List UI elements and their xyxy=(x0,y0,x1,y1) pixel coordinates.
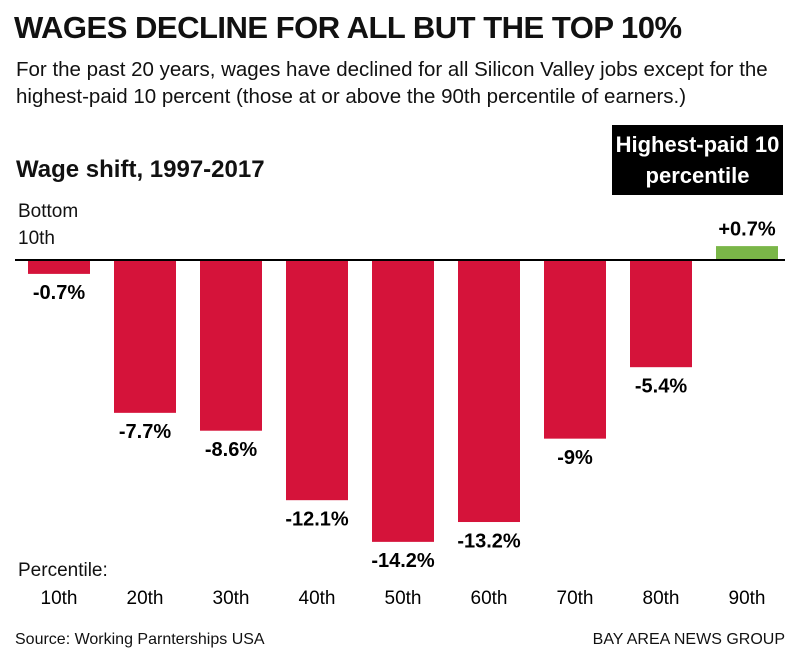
annotation: Bottom 10th xyxy=(18,201,79,249)
bar xyxy=(716,246,778,260)
bar xyxy=(544,260,606,439)
value-label: +0.7% xyxy=(718,218,775,240)
x-tick-label: 70th xyxy=(557,588,594,609)
bar xyxy=(200,260,262,431)
value-label: -9% xyxy=(557,447,593,469)
bar xyxy=(372,260,434,542)
x-axis-label: Percentile: xyxy=(18,560,108,581)
x-tick-label: 40th xyxy=(299,588,336,609)
value-label: -13.2% xyxy=(457,530,521,552)
chart-title: WAGES DECLINE FOR ALL BUT THE TOP 10% xyxy=(14,10,682,45)
source: Source: Working Parnterships USA xyxy=(15,631,265,648)
value-label: -8.6% xyxy=(205,439,257,461)
credit: BAY AREA NEWS GROUP xyxy=(592,631,785,648)
bar xyxy=(458,260,520,523)
value-label: -14.2% xyxy=(371,550,435,572)
x-tick-label: 30th xyxy=(213,588,250,609)
bar xyxy=(630,260,692,368)
x-tick-label: 80th xyxy=(643,588,680,609)
x-tick-label: 20th xyxy=(127,588,164,609)
x-tick-label: 90th xyxy=(729,588,766,609)
bar xyxy=(28,260,90,274)
value-label: -0.7% xyxy=(33,282,85,304)
value-label: -12.1% xyxy=(285,508,349,530)
value-label: -7.7% xyxy=(119,421,171,443)
value-label: -5.4% xyxy=(635,375,687,397)
bar xyxy=(114,260,176,413)
chart-subtitle: Wage shift, 1997-2017 xyxy=(16,156,265,183)
subtitle: For the past 20 years, wages have declin… xyxy=(16,58,768,108)
annotation-box: Highest-paid 10 percentile xyxy=(612,125,783,195)
x-tick-label: 10th xyxy=(41,588,78,609)
bar xyxy=(286,260,348,501)
x-tick-label: 50th xyxy=(385,588,422,609)
x-tick-label: 60th xyxy=(471,588,508,609)
